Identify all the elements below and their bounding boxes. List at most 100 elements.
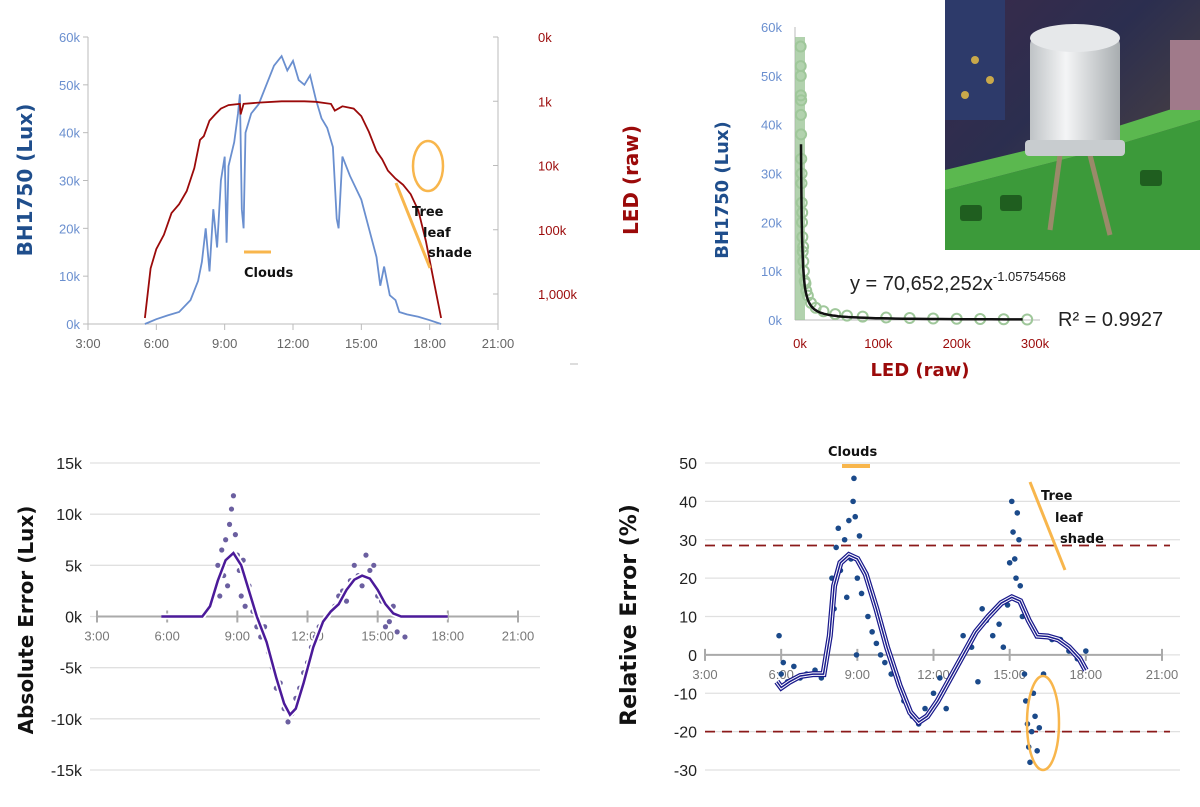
- c3-data-point: [402, 634, 408, 640]
- c3-data-point: [394, 629, 400, 635]
- c2-y-tick-label: 60k: [761, 20, 782, 35]
- c3-data-point: [223, 537, 229, 543]
- c3-data-point: [386, 619, 392, 625]
- c1-y-tick-label: 10k: [59, 269, 80, 284]
- c2-y-tick-label: 30k: [761, 167, 782, 182]
- c3-x-tick-label: 6:00: [155, 629, 180, 644]
- c4-clouds-label: Clouds: [828, 445, 877, 460]
- c3-data-point: [217, 593, 223, 599]
- c4-y-axis-title: Relative Error (%): [617, 504, 642, 726]
- c4-x-tick-label: 12:00: [917, 667, 950, 682]
- c4-data-point: [850, 498, 856, 505]
- c2-x-tick-label: 100k: [864, 336, 893, 351]
- c4-data-point: [1028, 728, 1035, 735]
- c4-tree-label-3: shade: [1060, 532, 1104, 547]
- c1-x-tick-label: 18:00: [413, 336, 446, 351]
- chart-lux-vs-led: 0k 10k 20k 30k 40k 50k 60k 0k 100k 200k 300k BH175…: [712, 0, 1200, 381]
- c2-y-tick-label: 40k: [761, 118, 782, 133]
- c4-tree-marker: [1028, 481, 1067, 571]
- c4-data-point: [922, 705, 928, 712]
- led-photo: [945, 0, 1200, 250]
- c3-y-tick-label: -5k: [60, 661, 83, 678]
- c4-x-tick-label: 9:00: [845, 667, 870, 682]
- c4-data-point: [1011, 556, 1018, 562]
- c4-data-point: [975, 678, 981, 685]
- fit-r-squared: R² = 0.9927: [1058, 309, 1163, 331]
- c3-data-point: [343, 598, 350, 604]
- c4-data-point: [873, 640, 880, 647]
- c4-trend-halo: [774, 551, 1089, 726]
- c4-data-point: [996, 621, 1002, 627]
- c4-data-point: [865, 613, 871, 620]
- c2-data-point: [794, 89, 807, 102]
- c2-y-tick-label: 20k: [761, 215, 782, 230]
- c4-data-point: [1013, 575, 1019, 581]
- c4-data-point: [1083, 648, 1089, 654]
- c3-data-point: [242, 603, 248, 609]
- c2-y-tick-label: 10k: [761, 264, 782, 279]
- c4-data-point: [1000, 644, 1007, 650]
- c1-x-tick-label: 12:00: [277, 336, 310, 351]
- c1-tree-label-3: shade: [428, 246, 472, 261]
- c4-data-point: [943, 705, 949, 712]
- c3-x-tick-label: 9:00: [225, 629, 250, 644]
- c4-y-tick-label: 10: [679, 610, 697, 627]
- c4-y-tick-label: -30: [674, 763, 697, 780]
- chart-relative-error: 50403020100-10-20-303:006:009:0012:0015:…: [617, 445, 1180, 780]
- c3-y-tick-label: -10k: [51, 712, 83, 729]
- c3-x-tick-label: 21:00: [502, 629, 535, 644]
- c4-data-point: [1010, 529, 1016, 535]
- c1-y-tick-label: 20k: [59, 221, 80, 236]
- c1-tree-label-1: Tree: [412, 205, 444, 220]
- c3-data-point: [367, 567, 373, 574]
- c3-x-tick-label: 18:00: [432, 629, 465, 644]
- c1-y-axis-title: BH1750 (Lux): [13, 104, 37, 257]
- c1-y2-tick-label: 10k: [538, 159, 559, 174]
- c4-x-tick-label: 18:00: [1070, 667, 1103, 682]
- c4-y-tick-label: 40: [679, 494, 697, 511]
- c4-data-point: [960, 632, 966, 639]
- c4-data-point: [851, 475, 857, 482]
- c4-y-tick-label: 30: [679, 533, 697, 550]
- c4-data-point: [1017, 583, 1024, 589]
- c4-data-point: [1034, 748, 1040, 754]
- tree-shade-highlight: [411, 139, 445, 193]
- c4-data-point: [877, 652, 884, 658]
- c4-data-point: [882, 659, 888, 666]
- c1-tree-label-2: leaf: [423, 226, 451, 241]
- c4-trend-curve: [776, 554, 1087, 723]
- c4-data-point: [858, 590, 865, 597]
- c4-data-point: [1021, 671, 1028, 677]
- c4-data-point: [778, 671, 784, 677]
- c2-x-tick-label: 0k: [793, 336, 807, 351]
- c3-data-point: [285, 719, 291, 725]
- c1-x-tick-label: 15:00: [345, 336, 378, 351]
- c4-data-point: [852, 513, 859, 520]
- c4-data-point: [1016, 536, 1022, 543]
- c4-data-point: [1022, 698, 1029, 704]
- c4-data-point: [776, 632, 782, 639]
- c1-x-tick-label: 21:00: [482, 336, 515, 351]
- c2-x-tick-label: 200k: [943, 336, 972, 351]
- c4-data-point: [1036, 724, 1043, 731]
- c3-data-point: [215, 562, 221, 568]
- c4-x-tick-label: 15:00: [993, 667, 1026, 682]
- c2-data-point: [795, 94, 808, 107]
- c3-data-point: [363, 552, 369, 558]
- c2-data-point: [794, 108, 807, 121]
- chart-lux-led-time: 3:00 6:00 9:00 12:00 15:00 18:00 21:00 0k 10k 20k…: [13, 30, 643, 365]
- c1-y-tick-label: 60k: [59, 30, 80, 45]
- c4-data-point: [937, 675, 943, 681]
- c2-x-axis-title: LED (raw): [870, 360, 969, 381]
- c2-y-axis-title: BH1750 (Lux): [712, 121, 733, 259]
- c4-data-point: [1032, 713, 1038, 720]
- c3-x-tick-label: 15:00: [361, 629, 394, 644]
- c1-y2-tick-label: 1,000k: [538, 287, 578, 302]
- c3-data-point: [228, 506, 235, 512]
- lux-series-line: [144, 54, 442, 325]
- c2-data-point: [794, 69, 807, 82]
- c3-y-tick-label: 10k: [56, 507, 83, 524]
- c3-y-tick-label: 0k: [65, 610, 83, 627]
